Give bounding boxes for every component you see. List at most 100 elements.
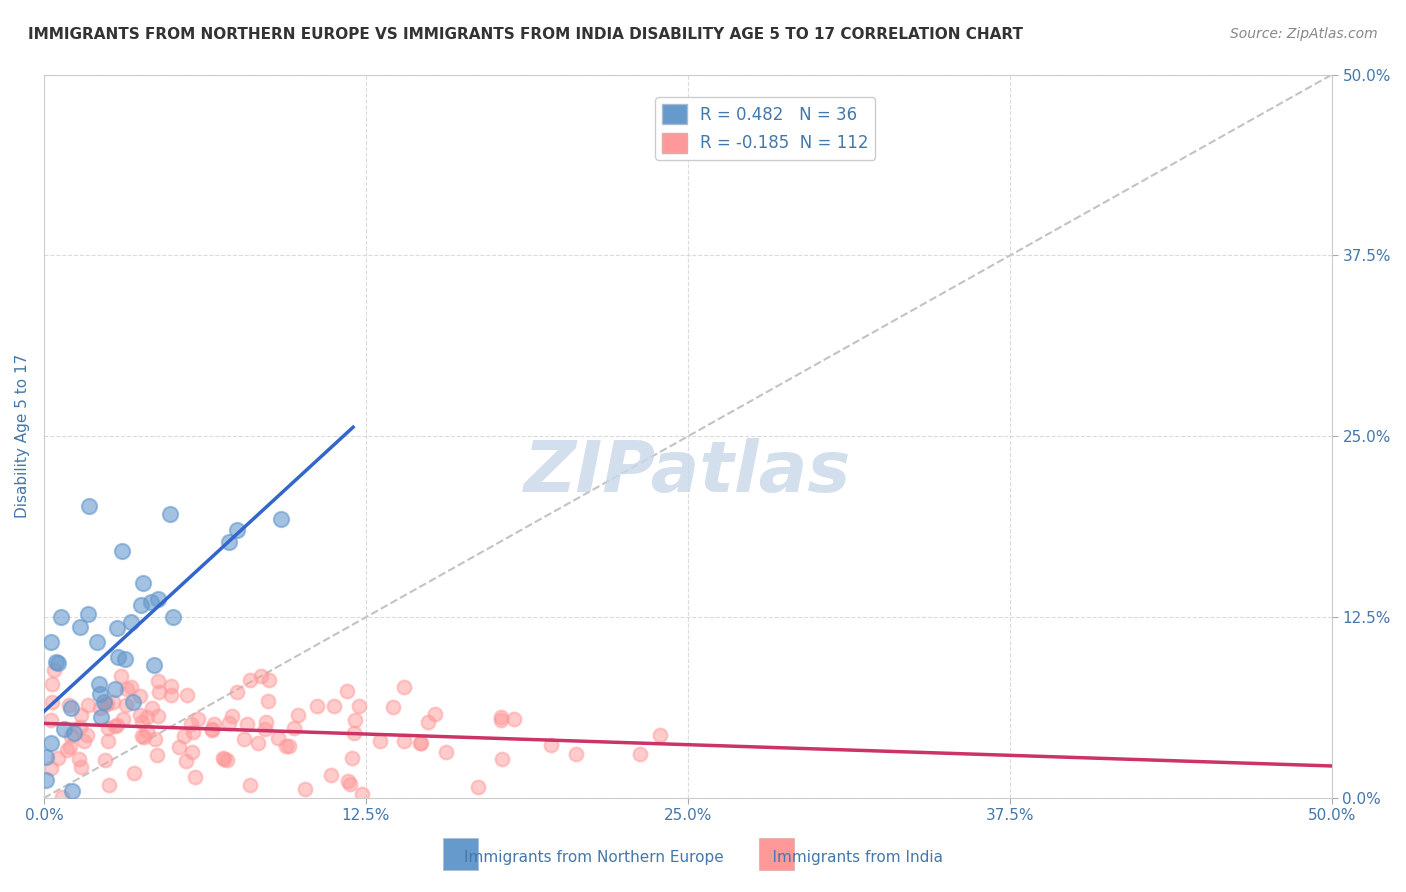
Legend: R = 0.482   N = 36, R = -0.185  N = 112: R = 0.482 N = 36, R = -0.185 N = 112 — [655, 97, 876, 160]
Point — [59, 701, 82, 715]
Point — [162, 610, 184, 624]
Point — [141, 701, 163, 715]
Point — [94, 753, 117, 767]
Point — [323, 699, 346, 714]
Point — [294, 782, 316, 797]
Point — [257, 673, 280, 688]
Point — [319, 768, 342, 782]
Point — [101, 695, 124, 709]
Point — [89, 701, 111, 715]
Point — [129, 598, 152, 612]
Point — [73, 734, 96, 748]
Point — [226, 523, 249, 537]
Point — [212, 752, 235, 766]
Point — [221, 708, 243, 723]
Point — [139, 595, 162, 609]
Point — [148, 709, 170, 723]
Point — [35, 773, 58, 788]
Point — [45, 655, 67, 669]
Point — [201, 723, 224, 737]
Point — [93, 697, 115, 711]
Point — [143, 658, 166, 673]
Point — [146, 747, 169, 762]
Point — [467, 780, 489, 794]
Point — [392, 733, 415, 747]
Point — [96, 698, 118, 712]
Point — [202, 717, 225, 731]
Point — [343, 726, 366, 740]
Point — [51, 789, 73, 804]
Point — [650, 728, 672, 742]
Point — [115, 682, 138, 697]
Point — [336, 684, 359, 698]
Point — [232, 731, 254, 746]
Point — [502, 712, 524, 726]
Point — [46, 751, 69, 765]
Point — [267, 731, 290, 745]
Text: Source: ZipAtlas.com: Source: ZipAtlas.com — [1230, 27, 1378, 41]
Point — [181, 724, 204, 739]
Point — [257, 693, 280, 707]
Point — [176, 689, 198, 703]
Point — [628, 747, 651, 761]
Point — [238, 778, 260, 792]
Point — [128, 689, 150, 703]
Point — [307, 698, 329, 713]
Point — [146, 673, 169, 688]
Point — [416, 714, 439, 729]
Point — [110, 544, 132, 558]
Y-axis label: Disability Age 5 to 17: Disability Age 5 to 17 — [15, 354, 30, 518]
Point — [247, 735, 270, 749]
Point — [77, 698, 100, 712]
Point — [107, 650, 129, 665]
Point — [270, 511, 292, 525]
Point — [122, 765, 145, 780]
Point — [97, 721, 120, 735]
Point — [254, 714, 277, 729]
Point — [89, 676, 111, 690]
Point — [425, 706, 447, 721]
Point — [41, 677, 63, 691]
Point — [58, 740, 80, 755]
Point — [278, 739, 301, 754]
Point — [35, 749, 58, 764]
Point — [350, 787, 373, 801]
Point — [77, 607, 100, 621]
Point — [236, 716, 259, 731]
Point — [218, 716, 240, 731]
Point — [491, 751, 513, 765]
Point — [283, 721, 305, 735]
Point — [183, 770, 205, 784]
Point — [489, 710, 512, 724]
Point — [132, 576, 155, 591]
Point — [69, 720, 91, 734]
Point — [540, 738, 562, 752]
Point — [392, 680, 415, 694]
Point — [225, 685, 247, 699]
Point — [215, 753, 238, 767]
Point — [76, 729, 98, 743]
Point — [41, 761, 63, 775]
FancyBboxPatch shape — [759, 838, 794, 870]
Point — [49, 609, 72, 624]
Point — [201, 722, 224, 736]
Point — [104, 681, 127, 696]
Point — [187, 712, 209, 726]
Point — [174, 754, 197, 768]
Point — [69, 620, 91, 634]
Point — [565, 747, 588, 761]
Point — [98, 778, 121, 792]
Point — [39, 736, 62, 750]
Point — [287, 707, 309, 722]
Text: ZIPatlas: ZIPatlas — [524, 438, 852, 507]
FancyBboxPatch shape — [443, 838, 478, 870]
Point — [173, 729, 195, 743]
Point — [114, 652, 136, 666]
Point — [347, 699, 370, 714]
Point — [111, 712, 134, 726]
Point — [70, 760, 93, 774]
Point — [42, 663, 65, 677]
Text: Immigrants from Northern Europe          Immigrants from India: Immigrants from Northern Europe Immigran… — [464, 850, 942, 865]
Point — [160, 679, 183, 693]
Point — [110, 669, 132, 683]
